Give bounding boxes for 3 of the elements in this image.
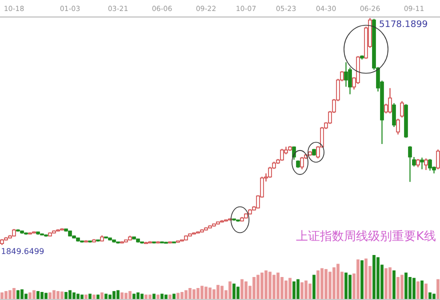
annotation: 5178.1899 [379,20,428,30]
text: 上证指数周线级别重要K线 [296,229,436,243]
annotation: 1849.6499 [1,247,44,256]
